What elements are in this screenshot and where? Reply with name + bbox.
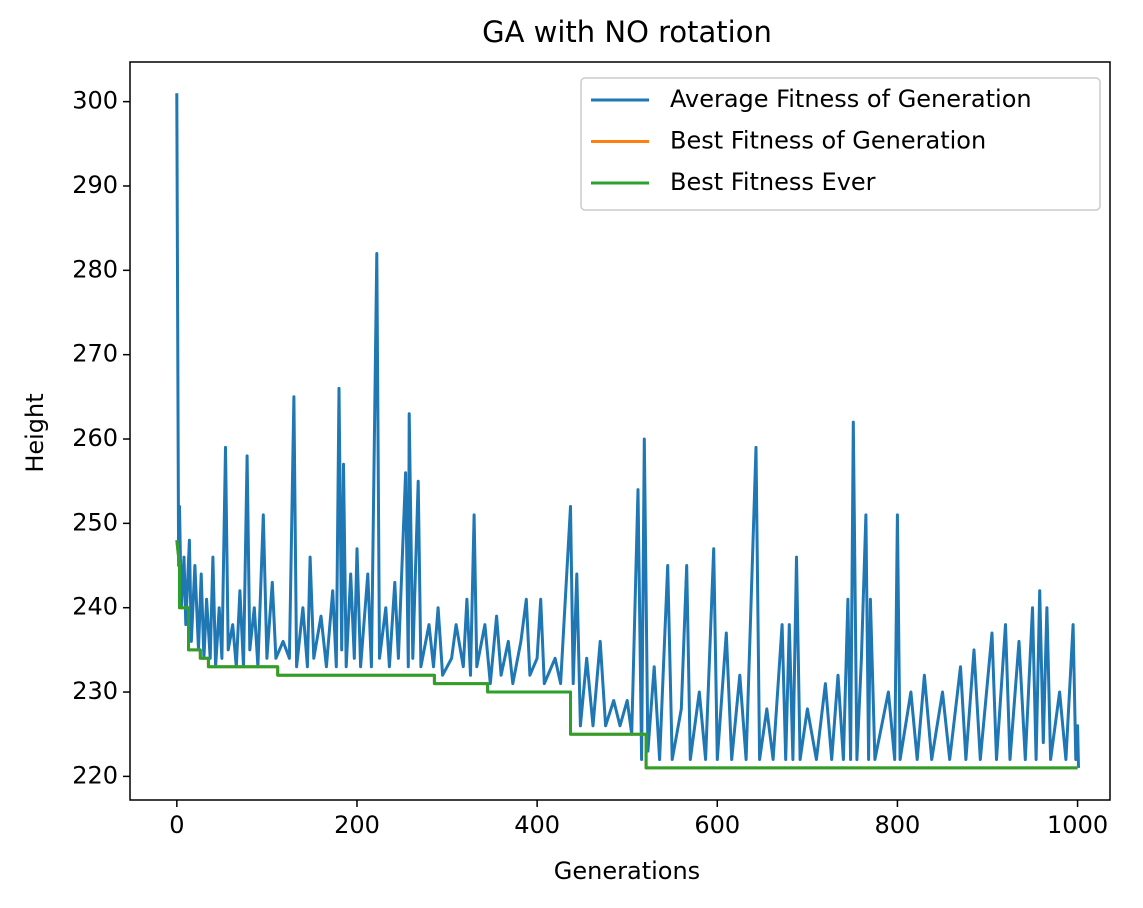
y-tick-label: 290: [72, 171, 118, 199]
chart-title: GA with NO rotation: [482, 15, 772, 49]
x-tick-label: 1000: [1047, 811, 1108, 839]
legend-box: [580, 77, 1101, 211]
x-tick-label: 800: [875, 811, 921, 839]
legend-label: Best Fitness Ever: [670, 168, 876, 196]
x-axis-label: Generations: [554, 857, 700, 885]
y-tick-label: 230: [72, 677, 118, 705]
line-series: [175, 540, 1078, 770]
x-tick-label: 0: [169, 811, 184, 839]
x-tick-label: 600: [694, 811, 740, 839]
y-tick-label: 260: [72, 424, 118, 452]
y-tick-label: 220: [72, 761, 118, 789]
y-axis-label: Height: [21, 393, 49, 472]
y-tick-label: 280: [72, 255, 118, 283]
plot-frame: [129, 61, 1111, 801]
y-tick-label: 250: [72, 508, 118, 536]
legend-label: Average Fitness of Generation: [670, 85, 1032, 113]
legend-label: Best Fitness of Generation: [670, 127, 986, 155]
x-tick-label: 400: [514, 811, 560, 839]
x-tick-label: 200: [334, 811, 380, 839]
y-tick-label: 240: [72, 593, 118, 621]
y-tick-label: 270: [72, 340, 118, 368]
y-tick-label: 300: [72, 87, 118, 115]
line-series: [175, 93, 1080, 768]
